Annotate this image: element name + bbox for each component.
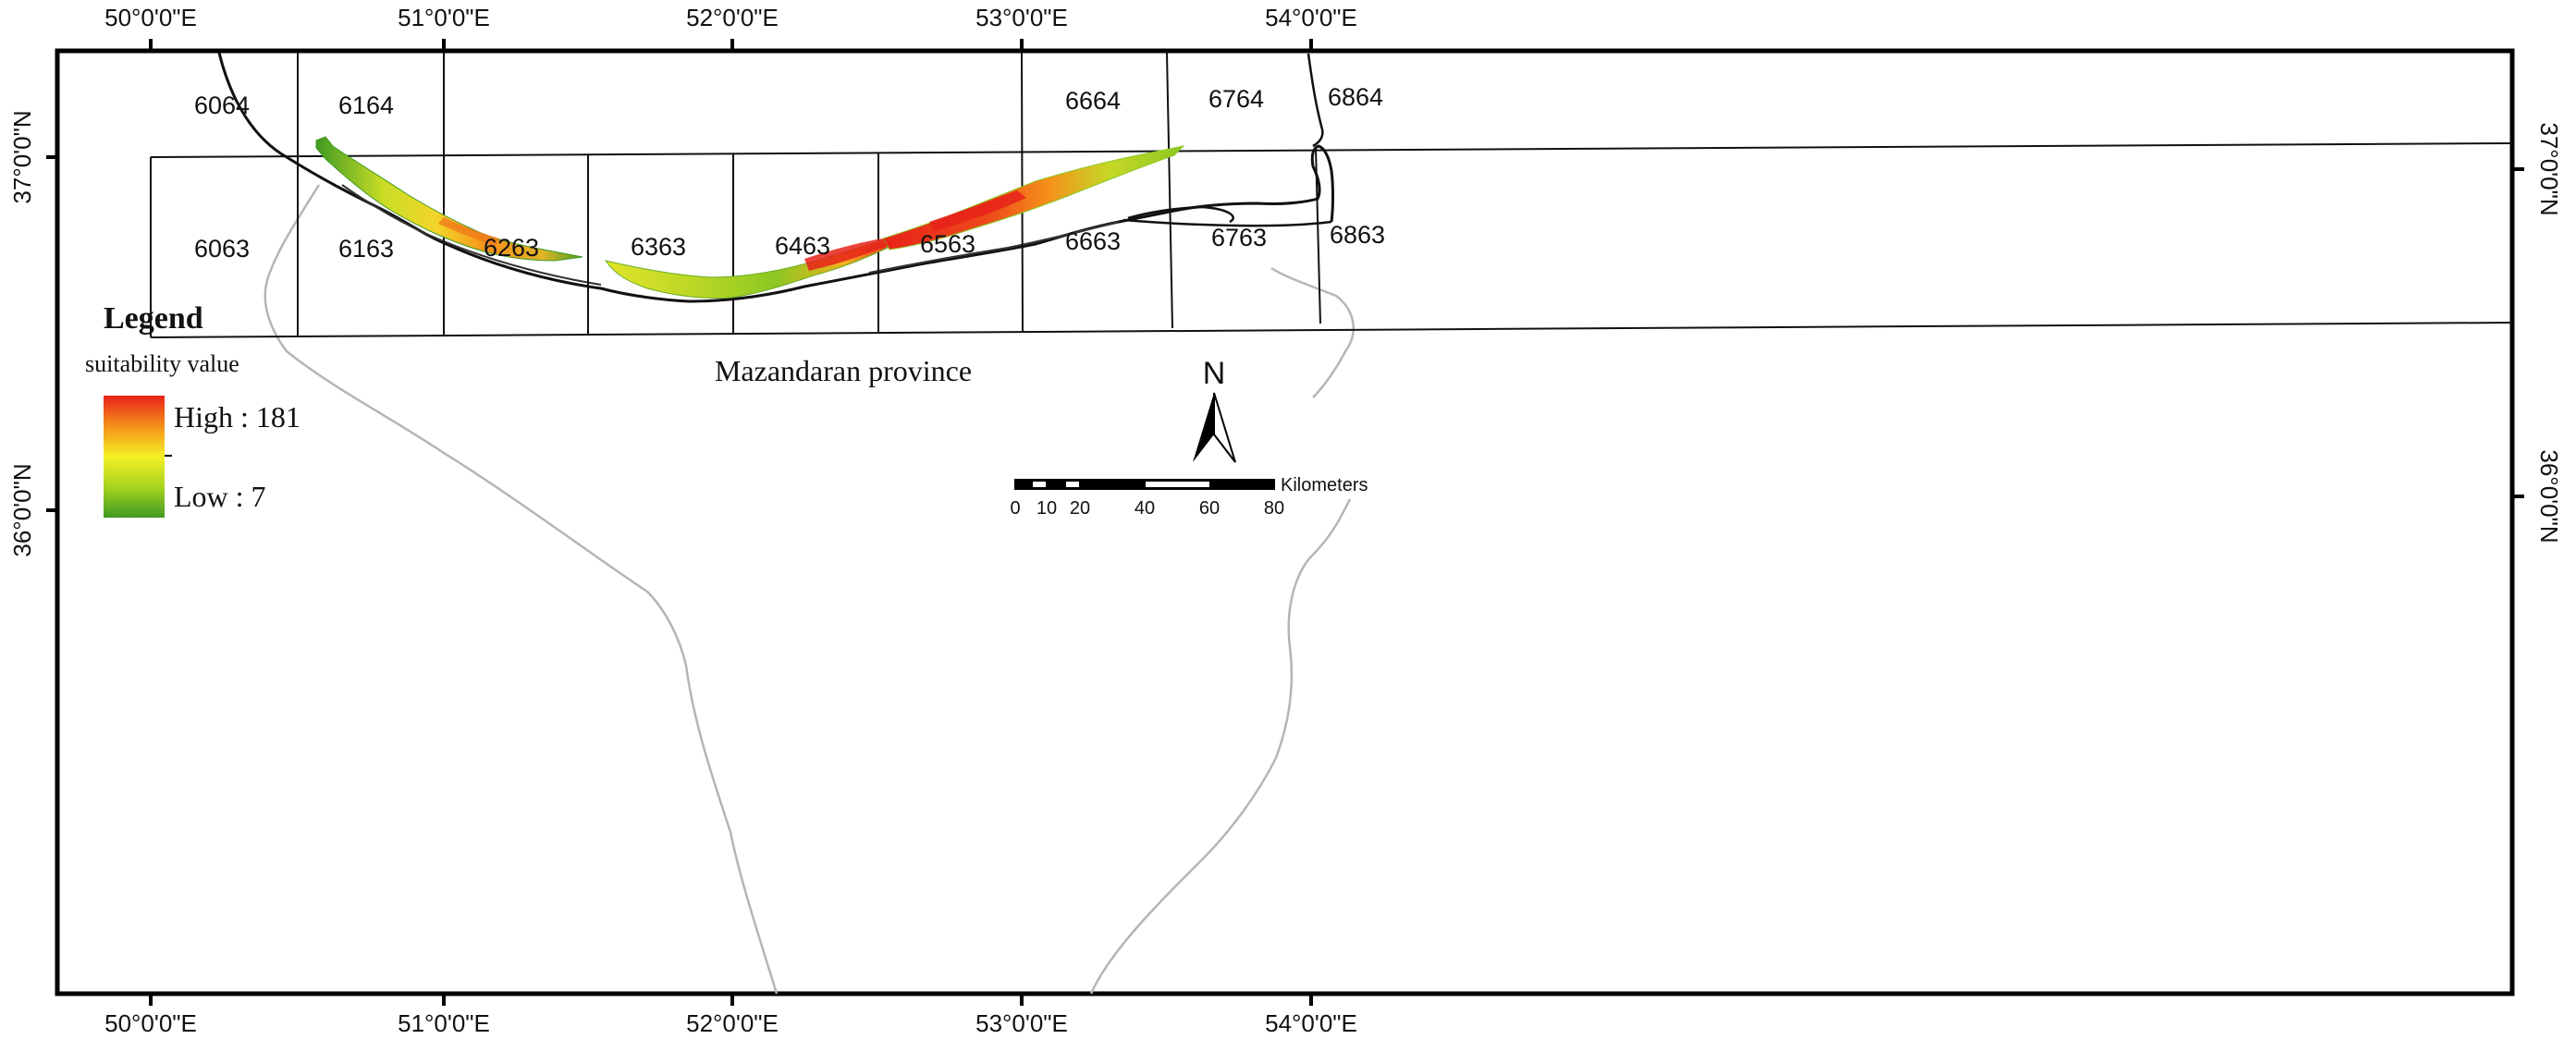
- tile-label-6263: 6263: [484, 234, 539, 262]
- scale-bar-body: [1014, 479, 1275, 490]
- tile-label-6363: 6363: [631, 233, 686, 261]
- tile-label-6764: 6764: [1208, 85, 1264, 113]
- suitability-band-west: [315, 136, 583, 262]
- right-latitude-labels: 37°0'0"N 36°0'0"N: [2535, 122, 2563, 543]
- suitability-band: [315, 136, 1185, 299]
- scale-bar-ticks: 0 10 20 40 60 80: [1010, 498, 1284, 519]
- band-high-patch-3: [438, 217, 499, 246]
- scale-tick-80: 80: [1264, 498, 1284, 519]
- tile-label-6763: 6763: [1211, 224, 1267, 251]
- right-lat-label-36: 36°0'0"N: [2535, 449, 2563, 543]
- legend-subtitle: suitability value: [85, 350, 239, 377]
- legend-low-label: Low : 7: [174, 480, 266, 513]
- graticule-ticks: [46, 39, 2524, 1006]
- coastline-secondary: [1122, 53, 1332, 227]
- bottom-lon-label-53: 53°0'0"E: [975, 1009, 1068, 1037]
- top-lon-label-54: 54°0'0"E: [1265, 4, 1357, 31]
- top-longitude-labels: 50°0'0"E 51°0'0"E 52°0'0"E 53°0'0"E 54°0…: [104, 4, 1357, 31]
- legend-title: Legend: [104, 301, 203, 336]
- scale-tick-10: 10: [1037, 498, 1057, 519]
- top-lon-label-52: 52°0'0"E: [686, 4, 779, 31]
- scale-tick-20: 20: [1070, 498, 1090, 519]
- left-lat-label-37: 37°0'0"N: [8, 110, 36, 203]
- scale-bar: Kilometers 0 10 20 40 60 80: [1010, 475, 1368, 519]
- legend-high-label: High : 181: [174, 400, 301, 434]
- scale-bar-unit: Kilometers: [1281, 475, 1368, 495]
- province-label: Mazandaran province: [715, 354, 972, 387]
- north-arrow: N: [1193, 356, 1236, 463]
- scale-bar-segment-c: [1146, 482, 1209, 487]
- tile-label-6663: 6663: [1065, 227, 1121, 255]
- scale-bar-segment-b: [1066, 482, 1079, 487]
- top-lon-label-51: 51°0'0"E: [398, 4, 490, 31]
- north-arrow-left-half: [1193, 393, 1214, 462]
- band-high-patch-1: [804, 238, 888, 271]
- bottom-lon-label-51: 51°0'0"E: [398, 1009, 490, 1037]
- north-arrow-label: N: [1203, 356, 1226, 391]
- left-lat-label-36: 36°0'0"N: [8, 463, 36, 556]
- map-frame: [55, 48, 2515, 996]
- scale-tick-40: 40: [1135, 498, 1155, 519]
- tile-label-6064: 6064: [194, 92, 250, 119]
- tile-label-6863: 6863: [1330, 221, 1385, 249]
- north-arrow-right-half: [1213, 392, 1236, 463]
- scale-tick-60: 60: [1199, 498, 1220, 519]
- legend-color-ramp: [104, 396, 165, 518]
- province-boundary: [264, 184, 1355, 995]
- suitability-band-center: [604, 239, 889, 299]
- bottom-lon-label-54: 54°0'0"E: [1265, 1009, 1357, 1037]
- left-latitude-labels: 37°0'0"N 36°0'0"N: [8, 110, 36, 556]
- coastline-inner: [341, 184, 1120, 286]
- tile-label-6563: 6563: [920, 230, 975, 258]
- tile-labels: 6064 6164 6664 6764 6864 6063 6163 6263 …: [194, 83, 1385, 263]
- tile-label-6664: 6664: [1065, 87, 1121, 115]
- scale-tick-0: 0: [1010, 498, 1020, 519]
- bottom-longitude-labels: 50°0'0"E 51°0'0"E 52°0'0"E 53°0'0"E 54°0…: [104, 1009, 1357, 1037]
- tile-label-6063: 6063: [194, 235, 250, 263]
- band-high-patch-2: [929, 190, 1026, 231]
- top-lon-label-50: 50°0'0"E: [104, 4, 197, 31]
- tile-label-6163: 6163: [338, 235, 394, 263]
- tile-label-6164: 6164: [338, 92, 394, 119]
- top-lon-label-53: 53°0'0"E: [975, 4, 1068, 31]
- legend: Legend suitability value High : 181 Low …: [85, 301, 301, 518]
- tile-label-6864: 6864: [1328, 83, 1383, 111]
- right-lat-label-37: 37°0'0"N: [2535, 122, 2563, 215]
- tile-label-6463: 6463: [775, 232, 830, 260]
- scale-bar-segment-a: [1033, 482, 1046, 487]
- bottom-lon-label-50: 50°0'0"E: [104, 1009, 197, 1037]
- bottom-lon-label-52: 52°0'0"E: [686, 1009, 779, 1037]
